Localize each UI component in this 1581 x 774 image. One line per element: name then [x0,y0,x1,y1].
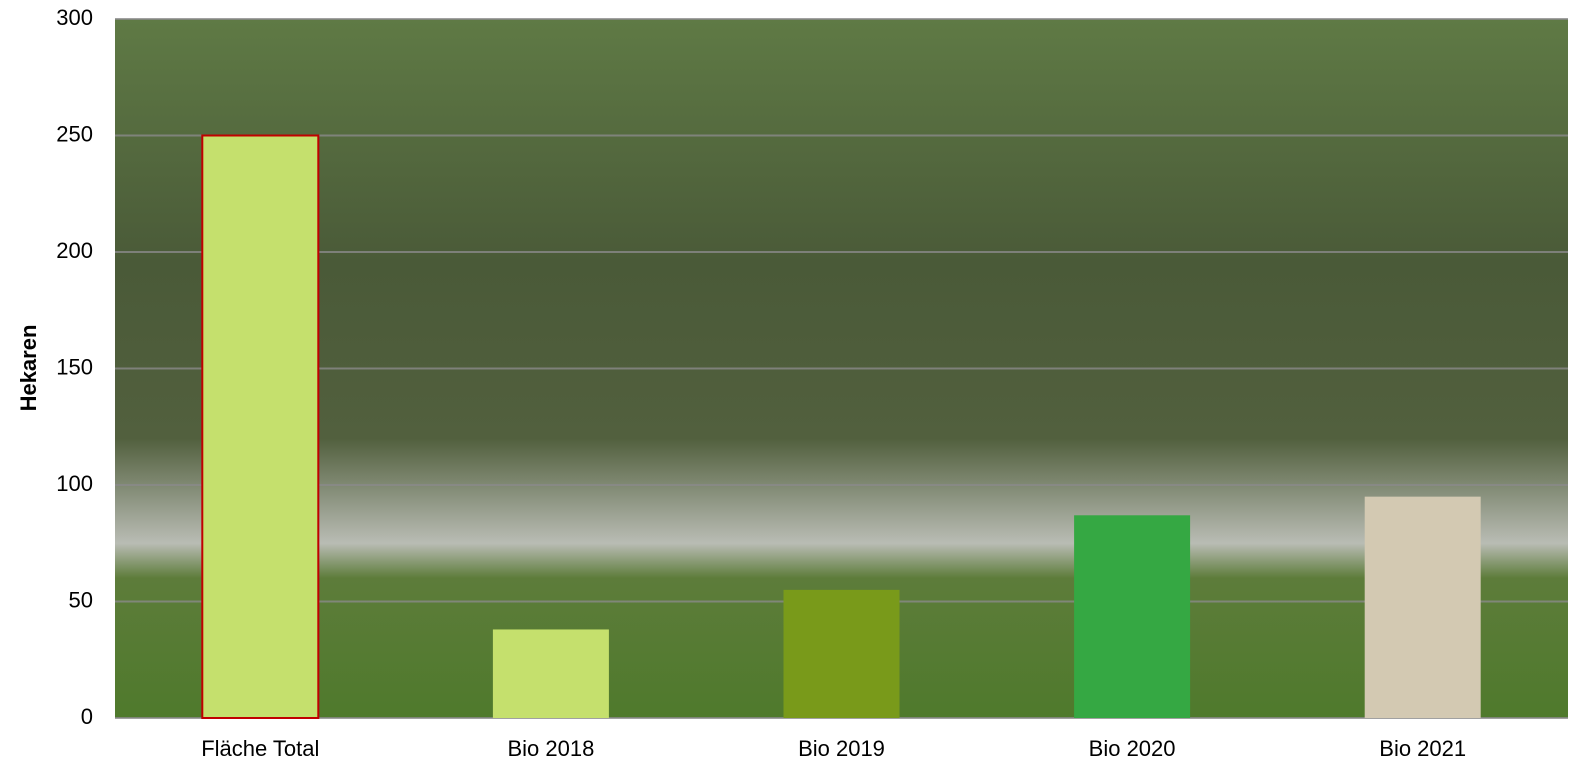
y-tick-label: 150 [56,354,93,379]
y-tick-label: 50 [69,587,93,612]
x-tick-label: Bio 2019 [798,736,885,761]
y-tick-label: 200 [56,238,93,263]
y-tick-label: 100 [56,471,93,496]
bar [201,134,320,719]
bar [492,629,609,718]
y-tick-label: 0 [81,704,93,729]
x-tick-label: Bio 2018 [507,736,594,761]
y-axis-label: Hekaren [16,325,41,412]
x-tick-label: Bio 2021 [1379,736,1466,761]
y-tick-label: 300 [56,5,93,30]
bar [783,589,900,718]
bar [1074,515,1191,718]
y-tick-label: 250 [56,121,93,146]
x-tick-label: Bio 2020 [1089,736,1176,761]
bar [1364,496,1481,718]
x-tick-label: Fläche Total [201,736,319,761]
